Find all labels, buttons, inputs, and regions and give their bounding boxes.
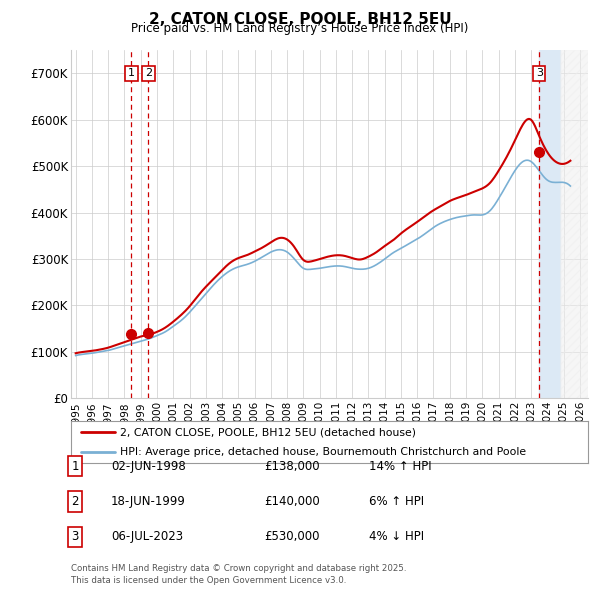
Text: 2: 2 bbox=[145, 68, 152, 78]
Text: 02-JUN-1998: 02-JUN-1998 bbox=[111, 460, 186, 473]
Text: £138,000: £138,000 bbox=[264, 460, 320, 473]
Bar bbox=[539, 50, 560, 398]
Bar bbox=[560, 50, 588, 398]
Text: 1: 1 bbox=[71, 460, 79, 473]
Text: 18-JUN-1999: 18-JUN-1999 bbox=[111, 495, 186, 508]
Text: 2: 2 bbox=[71, 495, 79, 508]
Text: Contains HM Land Registry data © Crown copyright and database right 2025.
This d: Contains HM Land Registry data © Crown c… bbox=[71, 565, 406, 585]
Text: £530,000: £530,000 bbox=[264, 530, 320, 543]
Text: Price paid vs. HM Land Registry’s House Price Index (HPI): Price paid vs. HM Land Registry’s House … bbox=[131, 22, 469, 35]
Text: 2, CATON CLOSE, POOLE, BH12 5EU: 2, CATON CLOSE, POOLE, BH12 5EU bbox=[149, 12, 451, 27]
Text: 3: 3 bbox=[536, 68, 543, 78]
Text: HPI: Average price, detached house, Bournemouth Christchurch and Poole: HPI: Average price, detached house, Bour… bbox=[120, 447, 526, 457]
Text: 06-JUL-2023: 06-JUL-2023 bbox=[111, 530, 183, 543]
Text: 3: 3 bbox=[71, 530, 79, 543]
Text: 2, CATON CLOSE, POOLE, BH12 5EU (detached house): 2, CATON CLOSE, POOLE, BH12 5EU (detache… bbox=[120, 427, 416, 437]
Text: 4% ↓ HPI: 4% ↓ HPI bbox=[369, 530, 424, 543]
Text: 14% ↑ HPI: 14% ↑ HPI bbox=[369, 460, 431, 473]
Text: 1: 1 bbox=[128, 68, 135, 78]
Text: £140,000: £140,000 bbox=[264, 495, 320, 508]
Text: 6% ↑ HPI: 6% ↑ HPI bbox=[369, 495, 424, 508]
